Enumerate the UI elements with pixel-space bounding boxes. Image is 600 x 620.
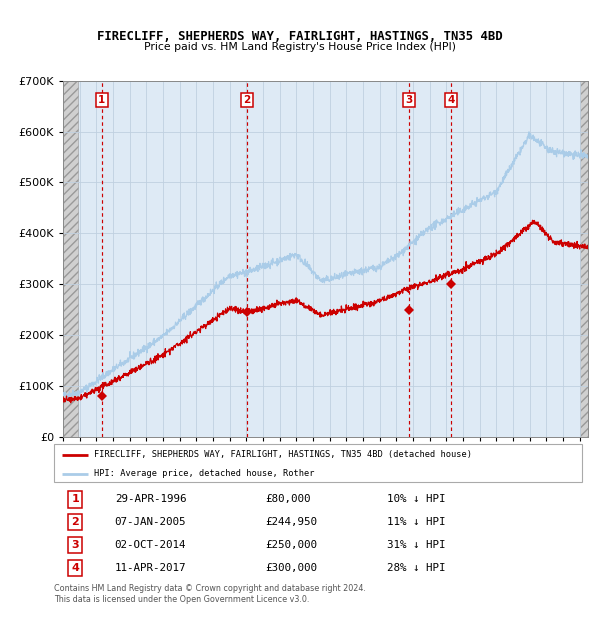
Text: £80,000: £80,000 <box>265 494 311 505</box>
Text: 2: 2 <box>71 517 79 528</box>
Text: 31% ↓ HPI: 31% ↓ HPI <box>386 540 445 551</box>
Text: FIRECLIFF, SHEPHERDS WAY, FAIRLIGHT, HASTINGS, TN35 4BD (detached house): FIRECLIFF, SHEPHERDS WAY, FAIRLIGHT, HAS… <box>94 450 472 459</box>
Text: 1: 1 <box>98 95 106 105</box>
Text: HPI: Average price, detached house, Rother: HPI: Average price, detached house, Roth… <box>94 469 314 479</box>
Text: This data is licensed under the Open Government Licence v3.0.: This data is licensed under the Open Gov… <box>54 595 310 604</box>
Text: 4: 4 <box>448 95 455 105</box>
Bar <box>580 81 588 437</box>
Text: Price paid vs. HM Land Registry's House Price Index (HPI): Price paid vs. HM Land Registry's House … <box>144 42 456 52</box>
Text: 28% ↓ HPI: 28% ↓ HPI <box>386 563 445 574</box>
Bar <box>63 81 79 437</box>
Text: £250,000: £250,000 <box>265 540 317 551</box>
Text: 3: 3 <box>405 95 412 105</box>
Text: 02-OCT-2014: 02-OCT-2014 <box>115 540 186 551</box>
Text: 1: 1 <box>71 494 79 505</box>
Text: £300,000: £300,000 <box>265 563 317 574</box>
Text: £244,950: £244,950 <box>265 517 317 528</box>
Text: 11% ↓ HPI: 11% ↓ HPI <box>386 517 445 528</box>
Text: 3: 3 <box>71 540 79 551</box>
Text: 11-APR-2017: 11-APR-2017 <box>115 563 186 574</box>
Text: 2: 2 <box>243 95 250 105</box>
Text: FIRECLIFF, SHEPHERDS WAY, FAIRLIGHT, HASTINGS, TN35 4BD: FIRECLIFF, SHEPHERDS WAY, FAIRLIGHT, HAS… <box>97 30 503 43</box>
Text: 10% ↓ HPI: 10% ↓ HPI <box>386 494 445 505</box>
Text: 29-APR-1996: 29-APR-1996 <box>115 494 186 505</box>
Text: Contains HM Land Registry data © Crown copyright and database right 2024.: Contains HM Land Registry data © Crown c… <box>54 584 366 593</box>
Text: 07-JAN-2005: 07-JAN-2005 <box>115 517 186 528</box>
Text: 4: 4 <box>71 563 79 574</box>
